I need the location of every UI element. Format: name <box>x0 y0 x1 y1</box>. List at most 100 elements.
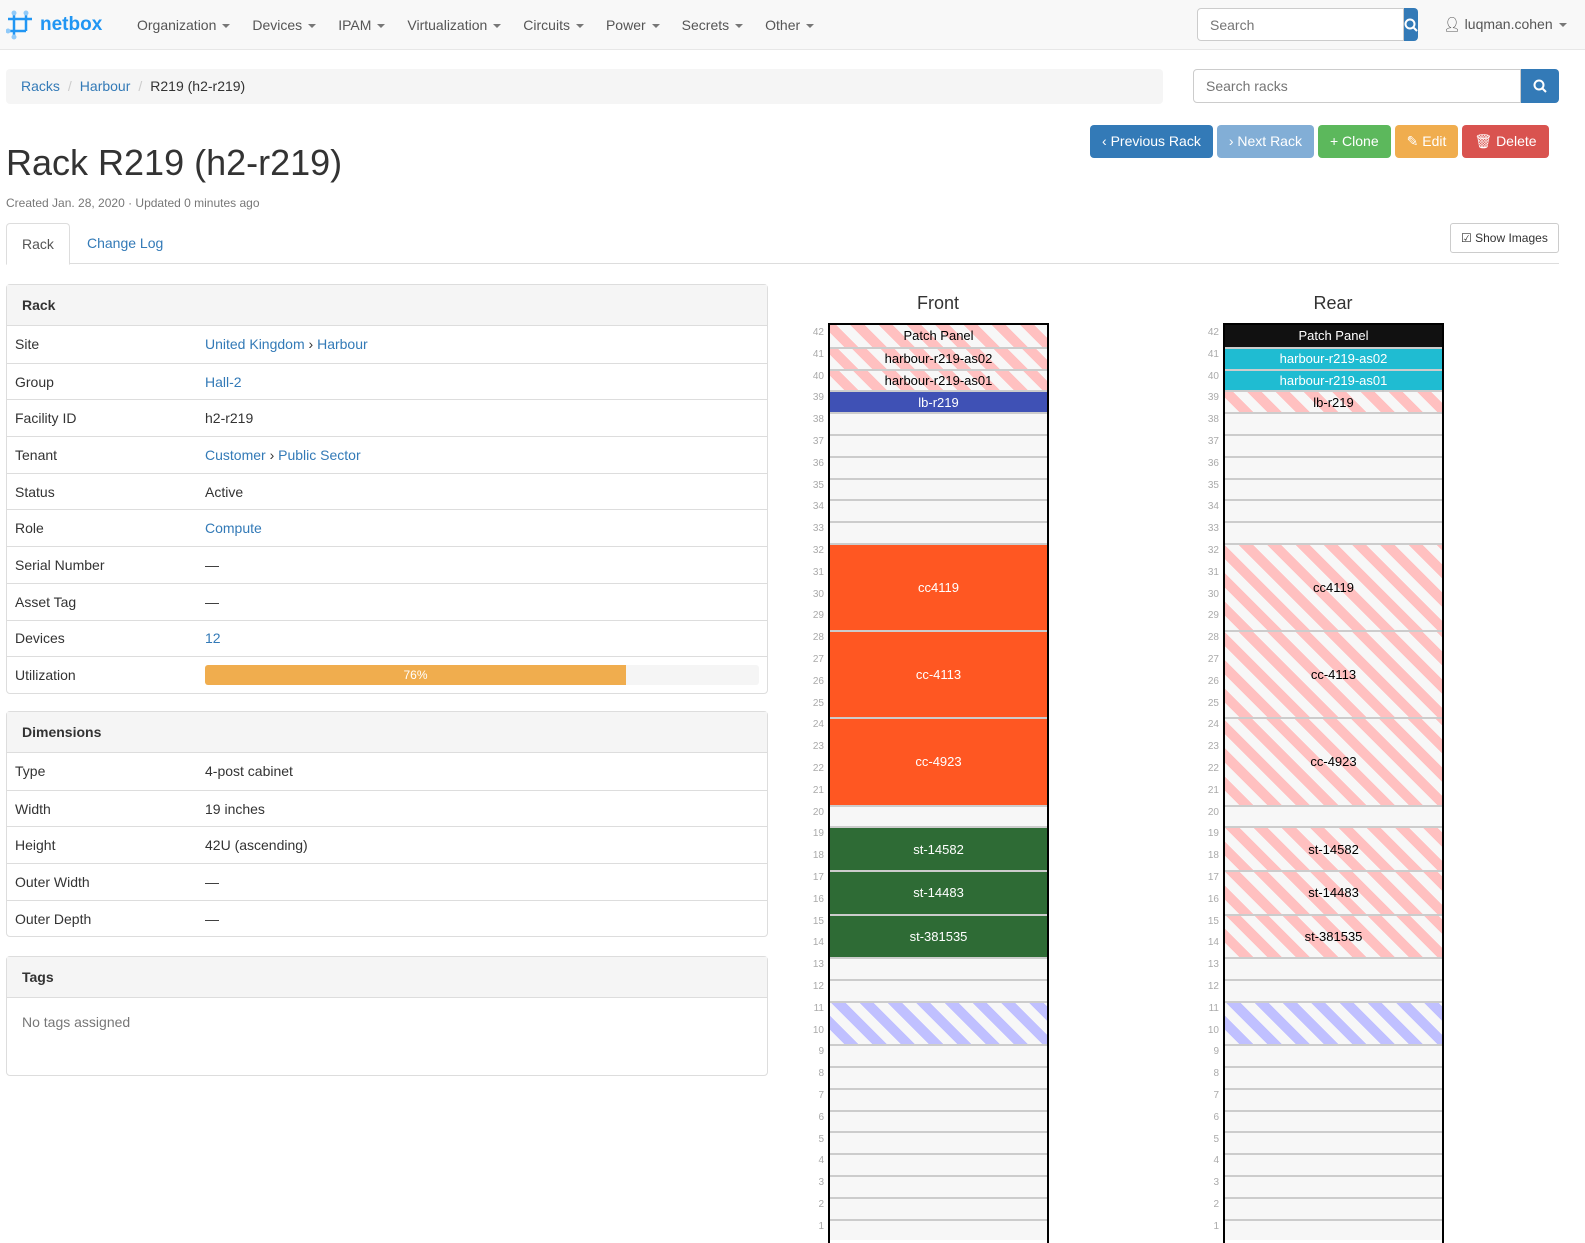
menu-label: Other <box>765 17 801 33</box>
breadcrumb-racks[interactable]: Racks <box>21 78 60 94</box>
rack-search-input[interactable] <box>1193 69 1521 103</box>
netbox-logo[interactable]: netbox <box>6 10 102 40</box>
rack-unit[interactable] <box>830 1153 1047 1176</box>
rack-unit[interactable] <box>1225 412 1442 434</box>
unit-number: 38 <box>1207 414 1219 426</box>
rack-unit[interactable] <box>1225 455 1442 478</box>
rack-unit[interactable] <box>830 1087 1047 1110</box>
rack-unit[interactable] <box>830 455 1047 478</box>
device-harbour-r219-as01[interactable]: harbour-r219-as01 <box>1225 368 1442 391</box>
rack-panel: Rack Site United Kingdom › Harbour Group Ha… <box>6 284 768 694</box>
device-st-381535[interactable]: st-381535 <box>830 913 1047 958</box>
menu-circuits[interactable]: Circuits <box>512 0 595 50</box>
dimension-row: Type 4-post cabinet <box>7 753 767 790</box>
value-link[interactable]: Compute <box>205 520 262 537</box>
edit-button[interactable]: ✎ Edit <box>1394 125 1459 158</box>
menu-power[interactable]: Power <box>595 0 671 50</box>
rack-unit[interactable] <box>830 1109 1047 1132</box>
device-cc4119[interactable]: cc4119 <box>1225 543 1442 631</box>
device-cc-4113[interactable]: cc-4113 <box>1225 630 1442 718</box>
rack-unit[interactable] <box>1225 957 1442 979</box>
value-link[interactable]: United Kingdom <box>205 336 305 353</box>
rack-unit[interactable] <box>1225 1087 1442 1110</box>
device-harbour-r219-as02[interactable]: harbour-r219-as02 <box>830 346 1047 369</box>
rack-unit[interactable] <box>830 521 1047 543</box>
value-link[interactable]: 12 <box>205 630 221 647</box>
rack-unit[interactable] <box>830 1066 1047 1088</box>
rack-unit[interactable] <box>830 1196 1047 1219</box>
tab-rack[interactable]: Rack <box>6 223 70 265</box>
menu-devices[interactable]: Devices <box>241 0 327 50</box>
rack-unit[interactable] <box>830 1131 1047 1154</box>
rack-unit[interactable] <box>1225 521 1442 543</box>
value-link[interactable]: Hall-2 <box>205 373 242 390</box>
rack-unit[interactable] <box>1225 433 1442 456</box>
rack-unit[interactable] <box>830 978 1047 1001</box>
rack-unit[interactable] <box>1225 1218 1442 1241</box>
show-images-button[interactable]: ☑ Show Images <box>1450 223 1559 253</box>
device-st-14582[interactable]: st-14582 <box>1225 826 1442 870</box>
device-lb-r219[interactable]: lb-r219 <box>1225 390 1442 413</box>
rack-unit[interactable] <box>830 1218 1047 1241</box>
breadcrumb-site[interactable]: Harbour <box>79 78 131 94</box>
search-button[interactable] <box>1404 8 1418 41</box>
device-harbour-r219-as02[interactable]: harbour-r219-as02 <box>1225 346 1442 369</box>
next-rack-button[interactable]: › Next Rack <box>1216 125 1314 158</box>
device-lb-r219[interactable]: lb-r219 <box>830 390 1047 413</box>
tags-panel: Tags No tags assigned <box>6 956 768 1076</box>
reserved-units[interactable] <box>1225 1000 1442 1045</box>
tab-change-log[interactable]: Change Log <box>87 235 164 251</box>
rack-unit[interactable] <box>1225 1109 1442 1132</box>
menu-secrets[interactable]: Secrets <box>671 0 754 50</box>
device-cc-4923[interactable]: cc-4923 <box>1225 717 1442 805</box>
value-link[interactable]: Customer <box>205 446 266 463</box>
value-link[interactable]: Public Sector <box>278 446 361 463</box>
rack-unit[interactable] <box>1225 477 1442 500</box>
row-value: Compute <box>205 520 262 536</box>
device-Patch Panel[interactable]: Patch Panel <box>830 325 1047 347</box>
chevron-down-icon <box>651 24 660 29</box>
rack-unit[interactable] <box>830 433 1047 456</box>
rack-unit[interactable] <box>1225 1175 1442 1197</box>
rack-unit[interactable] <box>1225 1131 1442 1154</box>
unit-number: 15 <box>812 915 824 927</box>
delete-button[interactable]: 🗑 Delete <box>1462 125 1549 158</box>
menu-virtualization[interactable]: Virtualization <box>396 0 512 50</box>
device-Patch Panel[interactable]: Patch Panel <box>1225 325 1442 347</box>
device-st-14483[interactable]: st-14483 <box>1225 870 1442 914</box>
device-harbour-r219-as01[interactable]: harbour-r219-as01 <box>830 368 1047 391</box>
menu-organization[interactable]: Organization <box>126 0 241 50</box>
rack-unit[interactable] <box>830 957 1047 979</box>
menu-ipam[interactable]: IPAM <box>327 0 396 50</box>
rack-unit[interactable] <box>1225 1196 1442 1219</box>
device-cc-4923[interactable]: cc-4923 <box>830 717 1047 805</box>
rack-unit[interactable] <box>1225 499 1442 522</box>
device-cc4119[interactable]: cc4119 <box>830 543 1047 631</box>
rack-unit[interactable] <box>830 804 1047 827</box>
device-st-381535[interactable]: st-381535 <box>1225 913 1442 958</box>
unit-number: 10 <box>812 1024 824 1036</box>
clone-button[interactable]: + Clone <box>1317 125 1391 158</box>
previous-rack-button[interactable]: ‹ Previous Rack <box>1090 125 1213 158</box>
rack-unit[interactable] <box>830 1175 1047 1197</box>
user-menu[interactable]: 👤︎ luqman.cohen <box>1443 16 1567 33</box>
device-label: harbour-r219-as02 <box>884 351 993 367</box>
device-st-14582[interactable]: st-14582 <box>830 826 1047 870</box>
rack-unit[interactable] <box>1225 1153 1442 1176</box>
menu-other[interactable]: Other <box>754 0 825 50</box>
rack-unit[interactable] <box>1225 978 1442 1001</box>
rack-unit[interactable] <box>1225 1066 1442 1088</box>
rack-unit[interactable] <box>830 477 1047 500</box>
menu-label: Virtualization <box>407 17 488 33</box>
device-cc-4113[interactable]: cc-4113 <box>830 630 1047 718</box>
rack-unit[interactable] <box>830 1044 1047 1067</box>
value-link[interactable]: Harbour <box>317 336 368 353</box>
device-st-14483[interactable]: st-14483 <box>830 870 1047 914</box>
rack-unit[interactable] <box>830 499 1047 522</box>
rack-unit[interactable] <box>830 412 1047 434</box>
global-search-input[interactable] <box>1197 8 1404 41</box>
rack-unit[interactable] <box>1225 1044 1442 1067</box>
reserved-units[interactable] <box>830 1000 1047 1045</box>
rack-search-button[interactable] <box>1521 69 1559 103</box>
rack-unit[interactable] <box>1225 804 1442 827</box>
